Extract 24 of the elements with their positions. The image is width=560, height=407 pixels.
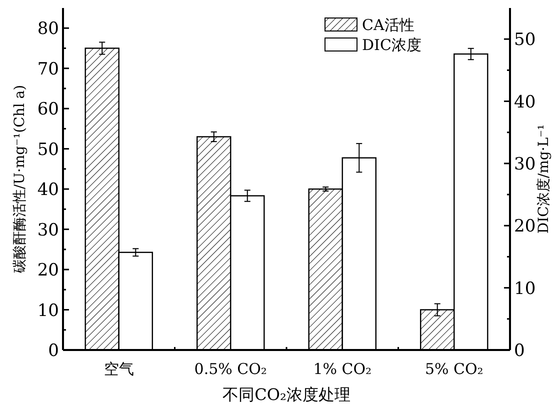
y2-tick-label: 50 — [514, 30, 536, 50]
x-axis-title: 不同CO₂浓度处理 — [222, 385, 350, 404]
x-tick-label: 1% CO₂ — [313, 360, 372, 378]
y-tick-label: 70 — [37, 59, 59, 80]
y-tick-label: 0 — [48, 341, 59, 361]
y-axis-title: 碳酸酐酶活性/U·mg⁻¹(Chl a) — [12, 84, 28, 274]
x-tick-label: 空气 — [104, 360, 134, 378]
y2-tick-label: 30 — [514, 154, 536, 174]
y-tick-label: 30 — [37, 220, 59, 240]
legend-label: CA活性 — [362, 16, 414, 34]
y-tick-label: 10 — [37, 300, 59, 321]
y-tick-label: 80 — [37, 19, 59, 40]
legend-label: DIC浓度 — [362, 36, 422, 54]
x-tick-label: 0.5% CO₂ — [194, 360, 267, 378]
y-tick-label: 60 — [37, 100, 59, 120]
y2-tick-label: 40 — [514, 92, 536, 112]
y2-tick-label: 10 — [514, 278, 536, 299]
y-tick-label: 50 — [37, 140, 59, 160]
x-tick-label: 5% CO₂ — [424, 360, 484, 378]
y-tick-label: 20 — [37, 260, 59, 281]
y-tick-label: 40 — [37, 180, 59, 200]
y2-tick-label: 0 — [514, 341, 525, 361]
y2-axis-title: DIC浓度/mg·L⁻¹ — [536, 124, 552, 234]
y2-tick-label: 20 — [514, 216, 536, 237]
